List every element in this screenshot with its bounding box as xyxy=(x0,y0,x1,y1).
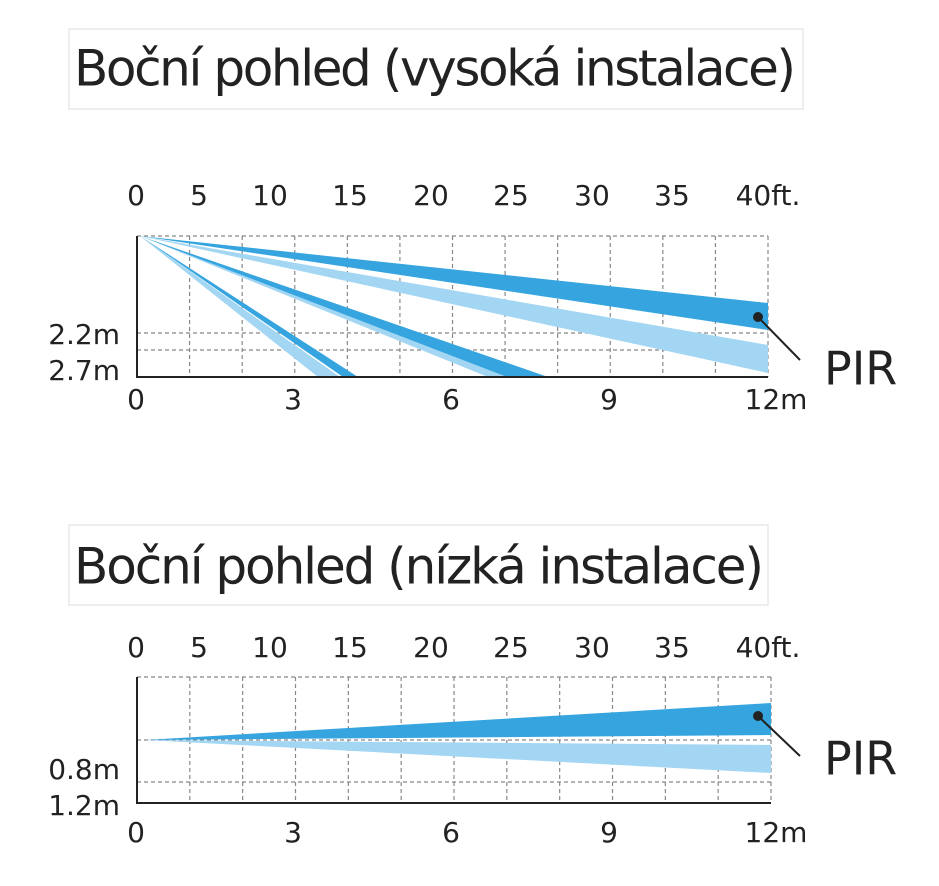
panel-high: Boční pohled (vysoká instalace) PIR 2.2m… xyxy=(48,28,897,416)
ticks: 0 5 10 15 20 25 30 35 40ft. 0 3 6 9 12m xyxy=(127,631,807,849)
tick-label: 25 xyxy=(493,631,529,664)
tick-label: 15 xyxy=(332,179,368,212)
tick-label: 0 xyxy=(127,179,145,212)
tick-label: 6 xyxy=(442,383,460,416)
tick-label: 40ft. xyxy=(736,179,801,212)
title-box xyxy=(68,524,769,606)
height-label: 1.2m xyxy=(48,789,120,822)
tick-label: 25 xyxy=(493,179,529,212)
tick-label: 0 xyxy=(127,631,145,664)
height-label: 0.8m xyxy=(48,753,120,786)
tick-label: 12m xyxy=(745,816,808,849)
panel-title: Boční pohled (nízká instalace) xyxy=(74,538,764,596)
tick-label: 40ft. xyxy=(736,631,801,664)
height-label: 2.7m xyxy=(48,354,120,387)
tick-label: 10 xyxy=(252,631,288,664)
beam-mid xyxy=(140,236,548,377)
tick-label: 20 xyxy=(413,631,449,664)
sensor-leader xyxy=(757,715,801,757)
tick-label: 6 xyxy=(442,816,460,849)
beam-upper xyxy=(145,703,771,740)
tick-label: 30 xyxy=(574,631,610,664)
ticks: 0 5 10 15 20 25 30 35 40ft. 0 3 6 9 12m xyxy=(127,179,807,416)
sensor-label: PIR xyxy=(824,342,897,396)
tick-label: 30 xyxy=(574,179,610,212)
axis xyxy=(136,236,768,378)
tick-label: 9 xyxy=(600,816,618,849)
beam-near xyxy=(140,236,358,377)
tick-label: 5 xyxy=(190,631,208,664)
grid xyxy=(137,676,772,803)
tick-label: 10 xyxy=(252,179,288,212)
sensor-leader xyxy=(757,316,801,361)
tick-label: 20 xyxy=(413,179,449,212)
beam-near-light xyxy=(140,236,340,377)
tick-label: 9 xyxy=(600,383,618,416)
sensor-label: PIR xyxy=(824,732,897,786)
panel-title: Boční pohled (vysoká instalace) xyxy=(74,40,796,98)
height-label: 2.2m xyxy=(48,318,120,351)
beam-far xyxy=(140,236,768,330)
tick-label: 0 xyxy=(127,816,145,849)
tick-label: 35 xyxy=(654,179,690,212)
tick-label: 35 xyxy=(654,631,690,664)
axis xyxy=(136,677,771,804)
tick-label: 15 xyxy=(332,631,368,664)
title-box xyxy=(68,28,804,110)
tick-label: 5 xyxy=(190,179,208,212)
tick-label: 0 xyxy=(127,383,145,416)
panel-low: Boční pohled (nízká instalace) PIR 0.8m … xyxy=(48,524,897,849)
beam-far-light xyxy=(140,236,768,373)
tick-label: 3 xyxy=(284,816,302,849)
tick-label: 12m xyxy=(745,383,808,416)
beam-lower xyxy=(145,740,771,773)
tick-label: 3 xyxy=(284,383,302,416)
